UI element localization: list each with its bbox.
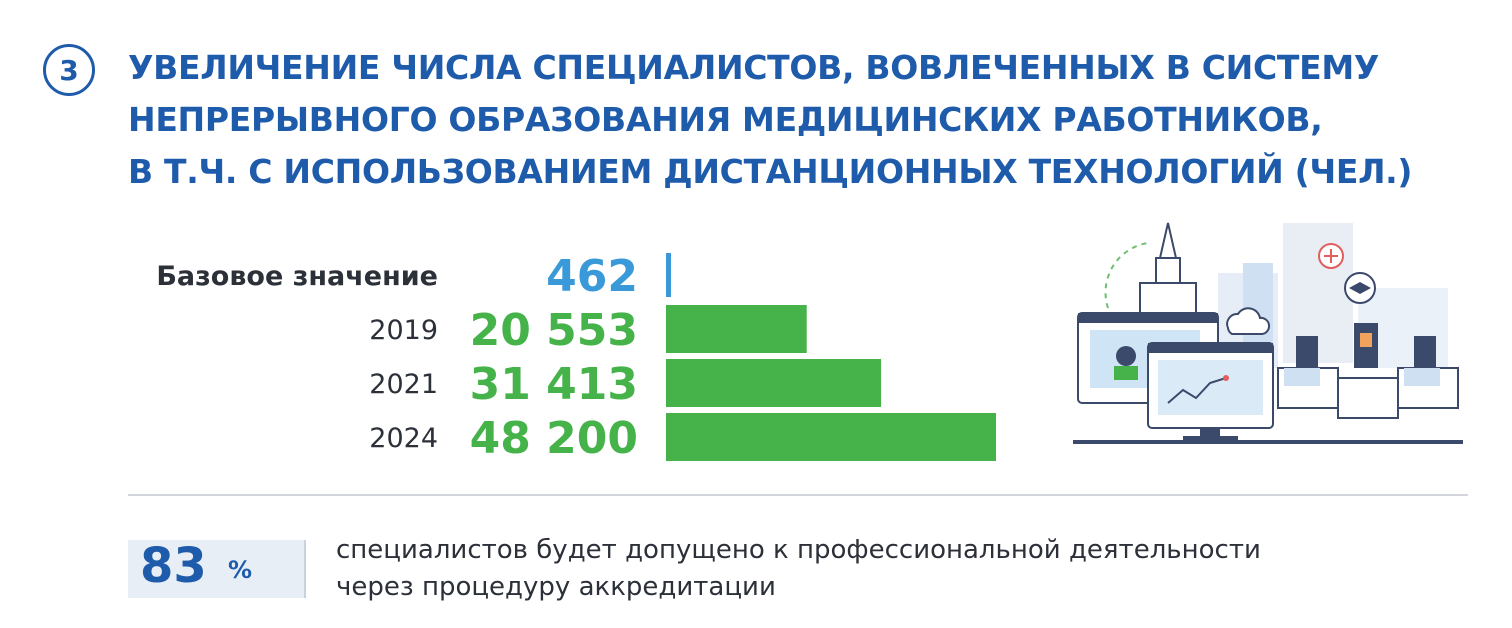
stat-text-line-1: специалистов будет допущено к профессион… (336, 535, 1261, 565)
bar (666, 305, 807, 353)
title-line-3: В Т.Ч. С ИСПОЛЬЗОВАНИЕМ ДИСТАНЦИОННЫХ ТЕ… (128, 152, 1413, 191)
page-title: УВЕЛИЧЕНИЕ ЧИСЛА СПЕЦИАЛИСТОВ, ВОВЛЕЧЕНН… (128, 42, 1488, 198)
dashed-arc (1104, 242, 1149, 309)
medical-education-icon (1073, 222, 1463, 444)
bar (666, 253, 671, 297)
laptop-left (1284, 368, 1320, 386)
tower-base (1139, 282, 1197, 314)
tower-spire (1158, 222, 1178, 259)
value-label: 48 200 (470, 413, 638, 464)
avatar-body (1114, 366, 1138, 380)
category-label: 2021 (369, 369, 438, 400)
value-label: 462 (546, 251, 638, 302)
section-number: 3 (59, 53, 79, 87)
stat-description: специалистов будет допущено к профессион… (336, 532, 1336, 606)
plus-sign (1324, 249, 1338, 263)
stat-value: 83 (140, 538, 207, 594)
bar-chart: Базовое значение 462 2019 20 553 2021 31 413 2… (156, 251, 996, 464)
person-left (1296, 336, 1318, 368)
cap-shape (1349, 282, 1371, 294)
category-label: 2024 (369, 423, 438, 454)
category-label: 2019 (369, 315, 438, 346)
title-line-2: НЕПРЕРЫВНОГО ОБРАЗОВАНИЯ МЕДИЦИНСКИХ РАБ… (128, 100, 1323, 139)
monitor-base (1183, 436, 1238, 440)
value-label: 31 413 (470, 359, 638, 410)
monitor-front-screen (1158, 360, 1263, 415)
chart-line-icon (1167, 377, 1227, 404)
cloud-icon (1226, 307, 1271, 335)
category-label: Базовое значение (156, 261, 438, 292)
title-line-1: УВЕЛИЧЕНИЕ ЧИСЛА СПЕЦИАЛИСТОВ, ВОВЛЕЧЕНН… (128, 48, 1380, 87)
monitor-stand (1200, 428, 1220, 436)
monitor-back-topbar (1078, 313, 1218, 323)
laptop-right (1404, 368, 1440, 386)
bar (666, 359, 882, 407)
stat-text-line-2: через процедуру аккредитации (336, 572, 776, 602)
divider (128, 494, 1468, 496)
floor-line (1073, 440, 1463, 444)
desk-center (1337, 377, 1399, 419)
monitor-front-topbar (1148, 343, 1273, 353)
section-number-badge: 3 (43, 44, 95, 96)
person-right (1414, 336, 1436, 368)
person-center-shirt (1360, 333, 1372, 347)
avatar-icon (1116, 346, 1136, 366)
value-label: 20 553 (470, 305, 638, 356)
stat-box: 83 % (128, 538, 306, 598)
stat-unit: % (228, 556, 253, 584)
bar (666, 413, 996, 461)
